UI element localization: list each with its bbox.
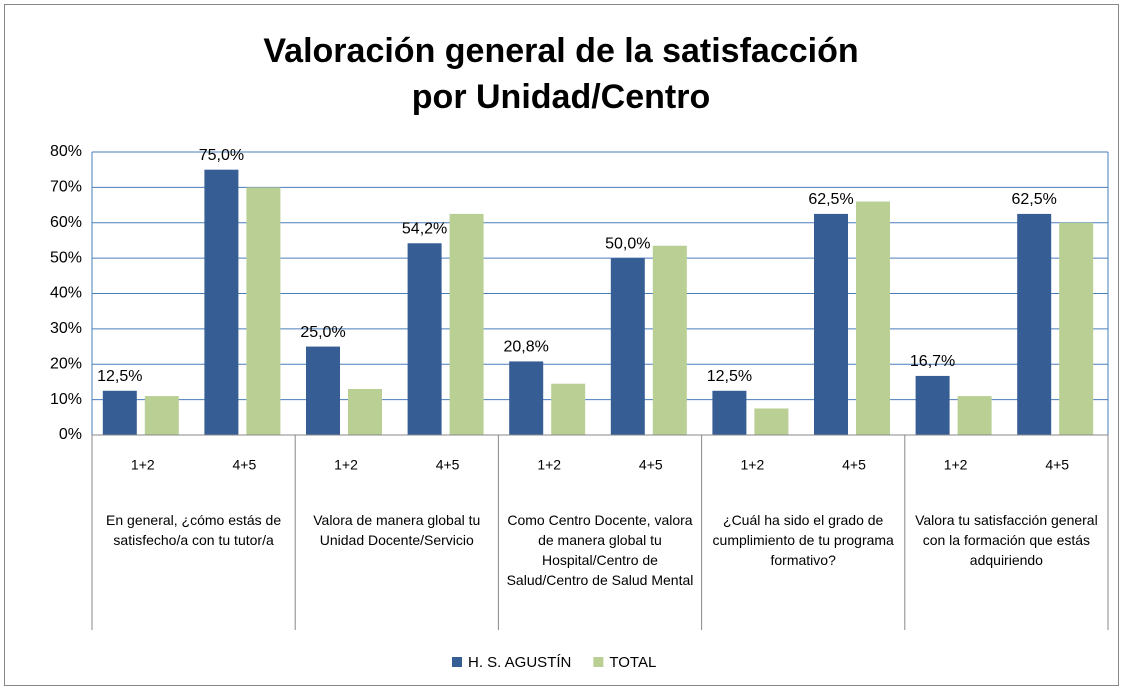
bar xyxy=(754,408,789,435)
bar xyxy=(856,201,890,435)
y-tick-label: 70% xyxy=(50,179,82,196)
y-tick-label: 20% xyxy=(50,355,82,372)
legend-label: H. S. AGUSTÍN xyxy=(468,654,571,671)
bar xyxy=(915,375,950,435)
bar xyxy=(306,346,340,435)
bar xyxy=(449,213,484,435)
x-tick-label: 4+5 xyxy=(233,457,257,473)
y-tick-label: 30% xyxy=(50,320,82,337)
value-label: 62,5% xyxy=(808,191,853,208)
x-tick-label: 4+5 xyxy=(1045,457,1069,473)
value-label: 25,0% xyxy=(300,324,345,341)
y-tick-label: 40% xyxy=(50,285,82,302)
group-label: Como Centro Docente, valora de manera gl… xyxy=(506,512,694,588)
x-tick-label: 1+2 xyxy=(334,457,358,473)
value-label: 50,0% xyxy=(605,235,650,252)
bar xyxy=(144,396,179,435)
x-tick-label: 4+5 xyxy=(842,457,866,473)
x-tick-label: 1+2 xyxy=(741,457,765,473)
value-label: 16,7% xyxy=(910,353,955,370)
x-tick-label: 4+5 xyxy=(639,457,663,473)
bar xyxy=(610,258,645,435)
bar xyxy=(407,243,442,435)
x-tick-label: 1+2 xyxy=(537,457,561,473)
bar xyxy=(102,390,137,435)
value-label: 75,0% xyxy=(199,147,244,164)
legend-swatch xyxy=(593,657,604,667)
y-tick-label: 50% xyxy=(50,249,82,266)
group-label: Valora tu satisfacción general con la fo… xyxy=(915,512,1098,568)
bar xyxy=(551,383,586,435)
bar xyxy=(814,213,848,435)
y-tick-label: 10% xyxy=(50,391,82,408)
x-tick-label: 1+2 xyxy=(944,457,968,473)
group-label: En general, ¿cómo estás de satisfecho/a … xyxy=(106,512,282,548)
x-tick-label: 4+5 xyxy=(436,457,460,473)
bar xyxy=(348,389,382,435)
bar xyxy=(1059,222,1094,435)
bar xyxy=(1017,213,1052,435)
y-tick-label: 80% xyxy=(50,143,82,160)
x-tick-label: 1+2 xyxy=(131,457,155,473)
value-label: 20,8% xyxy=(504,339,549,356)
legend-label: TOTAL xyxy=(609,654,656,671)
value-label: 62,5% xyxy=(1012,191,1057,208)
value-label: 12,5% xyxy=(707,368,752,385)
bar xyxy=(652,245,687,435)
bar xyxy=(712,390,747,435)
value-label: 12,5% xyxy=(97,368,142,385)
bar xyxy=(204,169,239,435)
bar xyxy=(509,361,544,435)
bar xyxy=(957,396,992,435)
y-tick-label: 60% xyxy=(50,214,82,231)
bar xyxy=(246,187,281,435)
legend-swatch xyxy=(452,657,462,667)
chart-border xyxy=(4,4,1119,686)
y-tick-label: 0% xyxy=(59,426,82,443)
group-label: ¿Cuál ha sido el grado de cumplimiento d… xyxy=(712,512,894,568)
group-label: Valora de manera global tu Unidad Docent… xyxy=(313,512,481,548)
chart-title: Valoración general de la satisfacción po… xyxy=(263,32,859,116)
value-label: 54,2% xyxy=(402,220,447,237)
